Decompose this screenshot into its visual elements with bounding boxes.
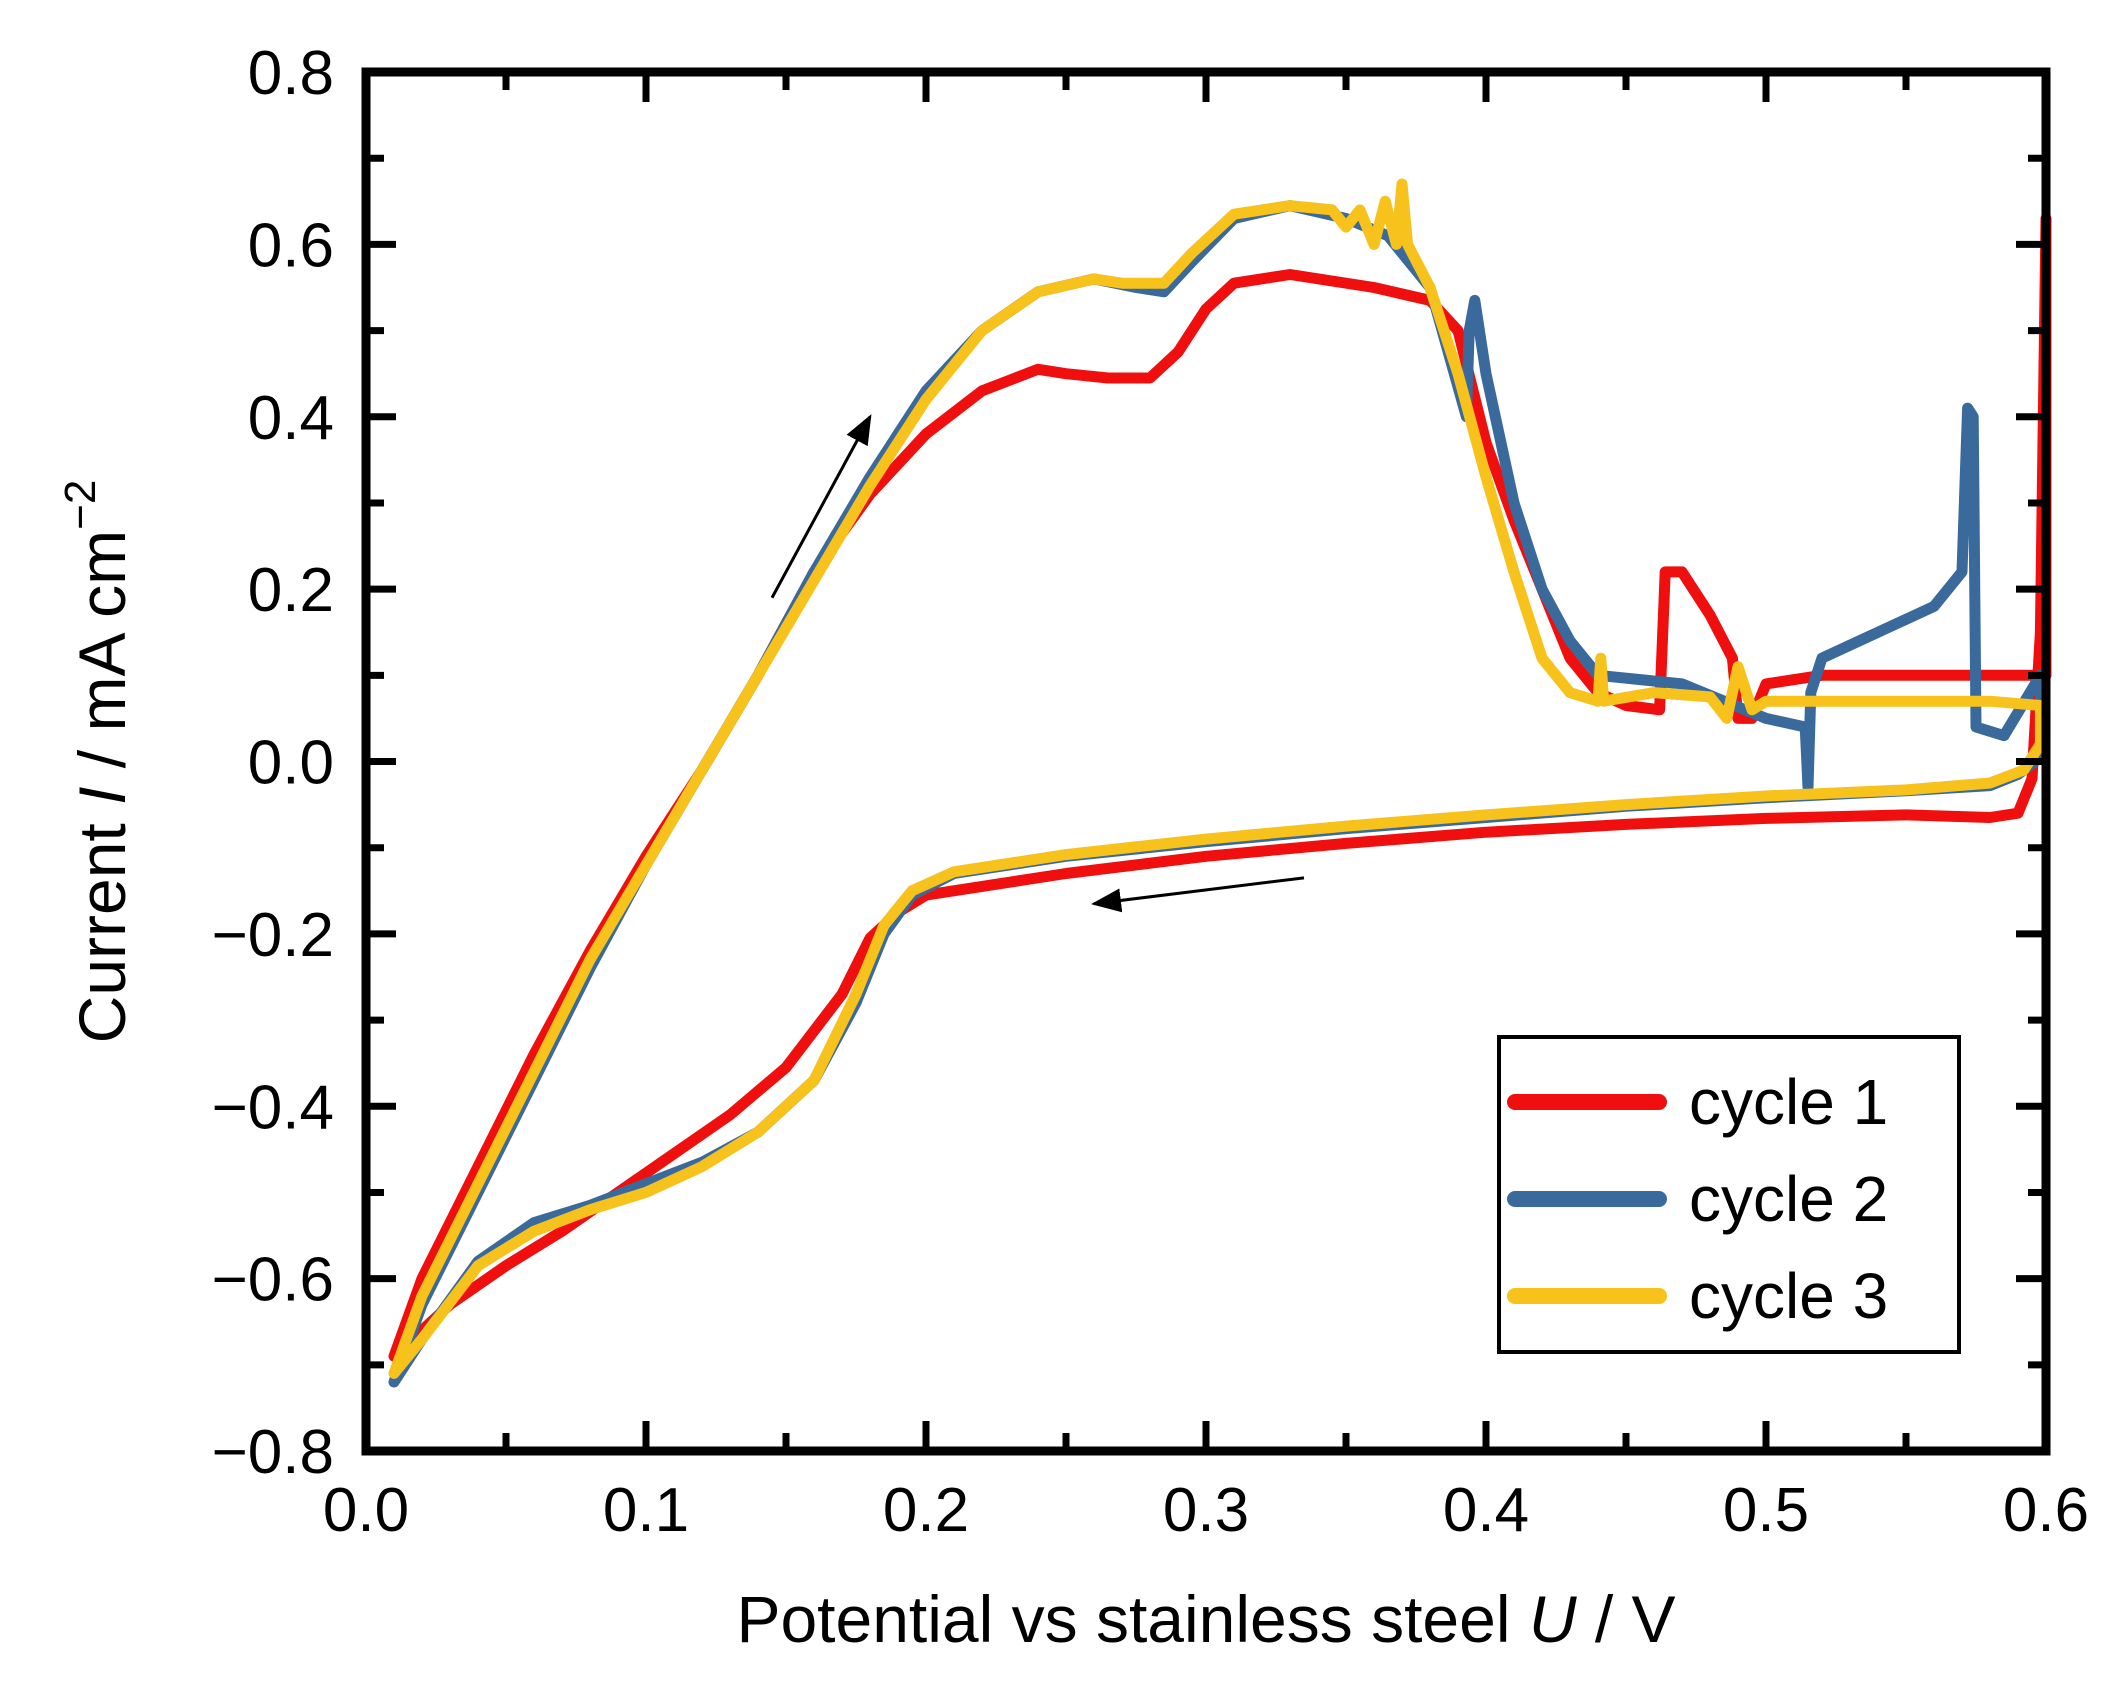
y-tick-label: 0.4	[248, 384, 334, 453]
y-axis-title-main: Current	[65, 805, 139, 1043]
y-axis-title-sup: −2	[56, 480, 105, 530]
y-tick-label: 0.0	[248, 729, 334, 798]
x-tick-label: 0.1	[603, 1476, 689, 1545]
y-axis-title-unit: / mA cm	[65, 530, 139, 787]
direction-arrow-2	[1091, 876, 1305, 913]
y-tick-label: −0.4	[212, 1073, 334, 1142]
x-tick-label: 0.6	[2003, 1476, 2089, 1545]
legend: cycle 1 cycle 2 cycle 3	[1497, 1035, 1961, 1354]
legend-label-cycle-3: cycle 3	[1689, 1260, 1888, 1332]
x-tick-label: 0.4	[1443, 1476, 1529, 1545]
x-tick-label: 0.3	[1163, 1476, 1249, 1545]
x-tick-label: 0.0	[323, 1476, 409, 1545]
y-tick-label: 0.6	[248, 211, 334, 280]
y-tick-label: −0.6	[212, 1246, 334, 1315]
legend-label-cycle-2: cycle 2	[1689, 1163, 1888, 1235]
x-axis-title: Potential vs stainless steel U / V	[736, 1582, 1675, 1656]
annotation-layer	[770, 414, 1305, 913]
legend-label-cycle-1: cycle 1	[1689, 1066, 1888, 1138]
x-axis-title-unit: / V	[1577, 1582, 1676, 1656]
tick-layer: 0.0 0.1 0.2 0.3 0.4 0.5 0.6 −0.8 −0.6 −0.4 −0.2 0.0…	[212, 39, 2090, 1545]
y-axis-title-var: I	[65, 787, 139, 805]
y-tick-label: −0.8	[212, 1418, 334, 1487]
y-tick-label: −0.2	[212, 901, 334, 970]
series-line-cycle-1	[388, 213, 2052, 1362]
series-layer	[388, 178, 2052, 1388]
y-tick-label: 0.2	[248, 556, 334, 625]
x-axis-title-var: U	[1529, 1582, 1577, 1656]
y-axis-title: Current I / mA cm−2	[56, 480, 139, 1044]
x-tick-label: 0.2	[883, 1476, 969, 1545]
x-axis-title-main: Potential vs stainless steel	[736, 1582, 1528, 1656]
direction-arrow-1	[770, 414, 872, 599]
y-tick-label: 0.8	[248, 39, 334, 108]
x-tick-label: 0.5	[1723, 1476, 1809, 1545]
series-line-cycle-3	[388, 178, 2046, 1379]
